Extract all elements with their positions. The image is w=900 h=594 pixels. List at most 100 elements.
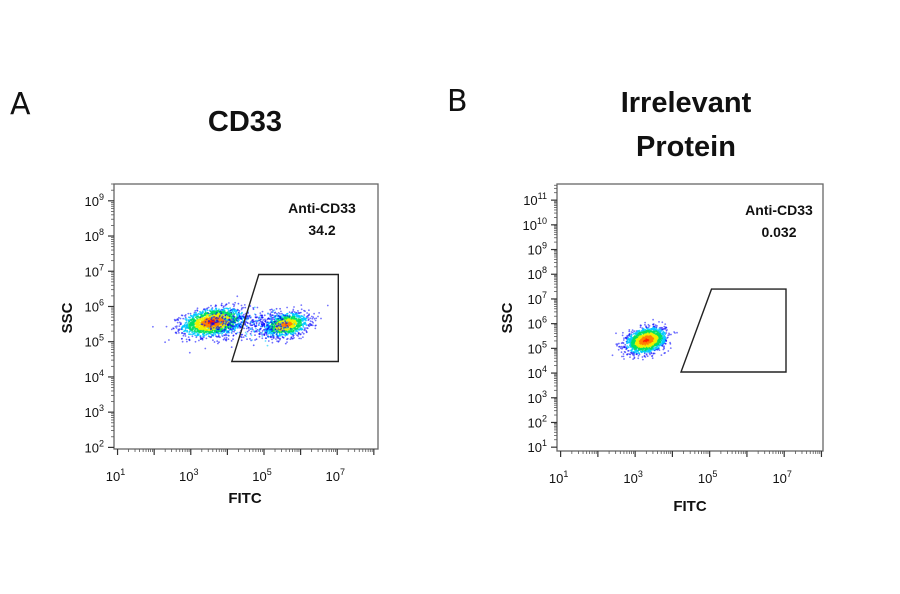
event-dot xyxy=(651,331,654,333)
event-dot xyxy=(279,307,281,310)
event-dot xyxy=(248,329,250,332)
event-dot xyxy=(631,340,634,342)
event-dot xyxy=(214,304,217,307)
event-dot xyxy=(664,352,666,354)
event-dot xyxy=(629,343,632,345)
event-dot xyxy=(273,320,276,323)
event-dot xyxy=(622,355,625,358)
event-dot xyxy=(229,319,232,322)
event-dot xyxy=(272,316,275,319)
event-dot xyxy=(652,343,654,346)
event-dot xyxy=(622,331,624,334)
event-dot xyxy=(290,318,293,320)
event-dot xyxy=(214,320,217,322)
event-dot xyxy=(660,354,663,356)
event-dot xyxy=(179,317,182,320)
event-dot xyxy=(300,308,303,311)
event-dot xyxy=(212,339,214,342)
event-dot xyxy=(226,326,228,329)
event-dot xyxy=(181,314,184,317)
event-dot xyxy=(201,315,204,318)
panel-b-title-line-1: Irrelevant xyxy=(621,87,752,119)
event-dot xyxy=(291,337,293,340)
event-dot xyxy=(227,324,229,327)
event-dot xyxy=(283,314,285,317)
event-dot xyxy=(652,323,655,326)
event-dot xyxy=(168,339,170,341)
event-dot xyxy=(676,331,678,334)
event-dot xyxy=(266,328,268,331)
event-dot xyxy=(306,315,309,317)
event-dot xyxy=(296,322,299,325)
y-tick-label: 104 xyxy=(85,368,104,385)
event-dot xyxy=(255,329,258,332)
event-dot xyxy=(275,338,277,340)
event-dot xyxy=(260,315,263,317)
event-dot xyxy=(627,338,630,341)
event-dot xyxy=(661,321,664,324)
event-dot xyxy=(309,317,312,320)
event-dot xyxy=(303,309,305,312)
event-dot xyxy=(183,325,186,327)
event-dot xyxy=(631,344,634,347)
event-dot xyxy=(641,331,644,334)
event-dot xyxy=(249,327,252,330)
event-dot xyxy=(632,333,635,335)
event-dot xyxy=(228,313,231,316)
event-dot xyxy=(283,333,285,336)
event-dot xyxy=(270,324,273,327)
event-dot xyxy=(636,336,639,339)
event-dot xyxy=(281,335,284,338)
event-dot xyxy=(234,301,237,304)
event-dot xyxy=(185,325,188,328)
event-dot xyxy=(235,318,238,320)
event-dot xyxy=(290,336,293,339)
event-dot xyxy=(654,336,656,339)
event-dot xyxy=(208,326,211,328)
event-dot xyxy=(224,338,227,341)
event-dot xyxy=(237,317,240,320)
event-dot xyxy=(645,340,647,342)
event-dot xyxy=(638,349,640,351)
event-dot xyxy=(301,320,304,322)
event-dot xyxy=(258,322,261,324)
event-dot xyxy=(192,325,195,327)
event-dot xyxy=(295,313,298,316)
event-dot xyxy=(652,318,654,321)
event-dot xyxy=(279,312,281,315)
event-dot xyxy=(254,334,256,336)
event-dot xyxy=(641,341,643,343)
event-dot xyxy=(225,336,228,339)
event-dot xyxy=(188,324,191,326)
event-dot xyxy=(641,346,644,349)
event-dot xyxy=(238,324,241,326)
event-dot xyxy=(223,312,226,315)
event-dot xyxy=(244,306,247,309)
event-dot xyxy=(661,326,664,329)
event-dot xyxy=(274,314,277,317)
event-dot xyxy=(639,348,642,350)
event-dot xyxy=(249,321,252,323)
event-dot xyxy=(199,336,202,339)
event-dot xyxy=(655,330,658,332)
event-dot xyxy=(657,343,660,345)
event-dot xyxy=(622,339,625,341)
event-dot xyxy=(299,333,302,336)
event-dot xyxy=(227,321,230,324)
event-dot xyxy=(273,325,275,328)
event-dot xyxy=(268,325,271,328)
event-dot xyxy=(246,330,249,333)
event-dot xyxy=(296,327,299,330)
event-dot xyxy=(245,327,248,330)
event-dot xyxy=(211,313,214,316)
event-dot xyxy=(217,320,220,323)
event-dot xyxy=(276,330,279,333)
event-dot xyxy=(187,322,190,324)
event-dot xyxy=(186,340,188,343)
event-dot xyxy=(268,318,271,320)
event-dot xyxy=(275,321,277,324)
event-dot xyxy=(261,310,264,313)
event-dot xyxy=(205,337,208,340)
event-dot xyxy=(224,304,227,307)
event-dot xyxy=(286,341,288,343)
